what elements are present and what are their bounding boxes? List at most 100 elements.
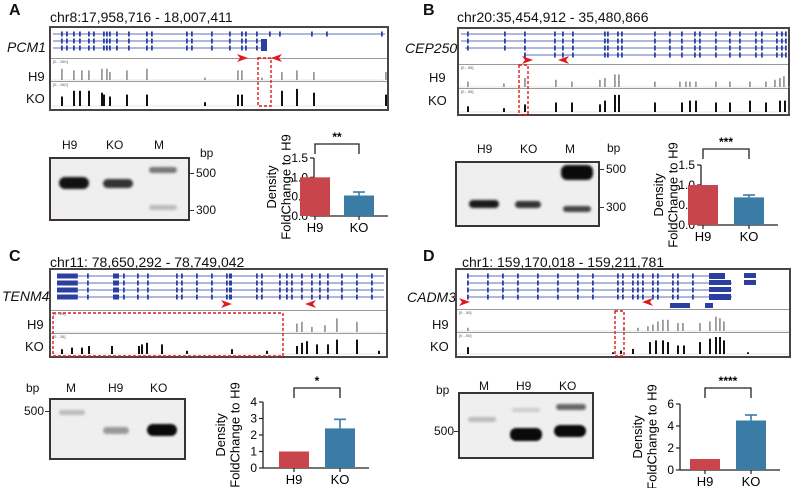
coverage-peak-ko <box>356 339 358 354</box>
exon <box>709 294 731 300</box>
coverage-peak-ko <box>79 90 81 106</box>
coverage-peak-ko <box>715 102 717 112</box>
exon <box>261 294 263 300</box>
exon <box>557 294 559 300</box>
track-divider <box>51 310 386 311</box>
exon <box>109 45 111 51</box>
coverage-peak-ko <box>103 94 105 106</box>
coverage-peak-h9 <box>336 318 338 332</box>
exon <box>87 273 89 279</box>
coverage-peak-h9 <box>699 323 701 331</box>
exon <box>261 287 263 293</box>
coverage-peak-ko <box>146 342 148 354</box>
gel-band <box>149 167 177 173</box>
y-tick-label: 6 <box>667 397 674 411</box>
exon <box>211 280 213 286</box>
exon <box>229 38 231 44</box>
coverage-peak-h9 <box>571 81 573 87</box>
bar-chart: DensityFoldChange to H9 0 2 4 6 H9 KO **** <box>630 374 780 488</box>
exon <box>562 38 564 44</box>
exon <box>57 273 77 279</box>
exon <box>755 38 757 44</box>
exon <box>109 38 111 44</box>
exon <box>632 294 634 300</box>
coverage-peak-ko <box>88 346 90 354</box>
exon <box>692 294 694 300</box>
coverage-peak-ko <box>677 345 679 354</box>
exon <box>577 280 579 286</box>
exon <box>269 31 271 37</box>
coverage-peak-h9 <box>662 319 664 331</box>
coverage-peak-ko <box>241 94 243 106</box>
coverage-peak-ko <box>620 350 622 354</box>
exon <box>103 31 105 37</box>
exon <box>301 287 303 293</box>
exon <box>241 31 243 37</box>
exon <box>637 273 639 279</box>
exon <box>147 287 149 293</box>
exon <box>517 294 519 300</box>
exon <box>785 52 787 58</box>
exon <box>147 280 149 286</box>
exon <box>311 31 313 37</box>
exon <box>311 280 313 286</box>
exon <box>572 38 574 44</box>
exon <box>146 38 148 44</box>
gel-band <box>561 165 593 180</box>
exon <box>604 38 606 44</box>
exon <box>181 273 183 279</box>
exon <box>562 45 564 51</box>
gel-band <box>103 179 133 188</box>
coverage-peak-ko <box>632 348 634 354</box>
coverage-peak-ko <box>81 347 83 354</box>
exon <box>637 294 639 300</box>
exon <box>191 38 193 44</box>
exon <box>87 280 89 286</box>
exon <box>123 273 125 279</box>
exon <box>176 280 178 286</box>
exon <box>128 45 130 51</box>
exon <box>652 294 654 300</box>
gel-image <box>455 161 600 227</box>
exon <box>622 294 624 300</box>
coverage-peak-h9 <box>779 78 781 87</box>
coverage-peak-h9 <box>241 70 243 80</box>
exon <box>61 38 63 44</box>
reverse-primer-arrow-icon <box>558 56 569 64</box>
coverage-peak-h9 <box>677 323 679 331</box>
gel-band <box>515 201 541 208</box>
exon <box>181 287 183 293</box>
gel-image <box>49 157 190 221</box>
coverage-peak-ko <box>654 102 656 112</box>
exon <box>669 52 671 58</box>
exon <box>781 45 783 51</box>
coverage-peak-ko <box>204 102 206 106</box>
exon <box>256 294 258 300</box>
exon <box>692 273 694 279</box>
coverage-peak-ko <box>385 94 387 106</box>
reverse-primer-arrow-icon <box>271 54 282 62</box>
exon <box>537 287 539 293</box>
lane-label: H9 <box>62 138 78 152</box>
exon <box>327 294 329 300</box>
coverage-peak-ko <box>378 350 380 354</box>
coverage-peak-ko <box>237 94 239 106</box>
exon <box>467 273 469 279</box>
forward-primer-arrow-icon <box>221 300 232 308</box>
exon <box>621 31 623 37</box>
coverage-peak-ko <box>73 90 75 106</box>
exon <box>311 294 313 300</box>
coverage-peak-ko <box>689 100 691 112</box>
exon <box>286 273 288 279</box>
exon <box>291 294 293 300</box>
coverage-peak-h9 <box>311 326 313 332</box>
coverage-peak-h9 <box>73 70 75 80</box>
exon <box>487 287 489 293</box>
coverage-peak-h9 <box>296 70 298 80</box>
track-scale: [0 - 26] <box>53 334 66 339</box>
y-axis-title-line: Density <box>213 413 228 457</box>
exon <box>755 52 757 58</box>
significance-label: *** <box>719 135 733 149</box>
exon <box>729 52 731 58</box>
exon <box>715 31 717 37</box>
